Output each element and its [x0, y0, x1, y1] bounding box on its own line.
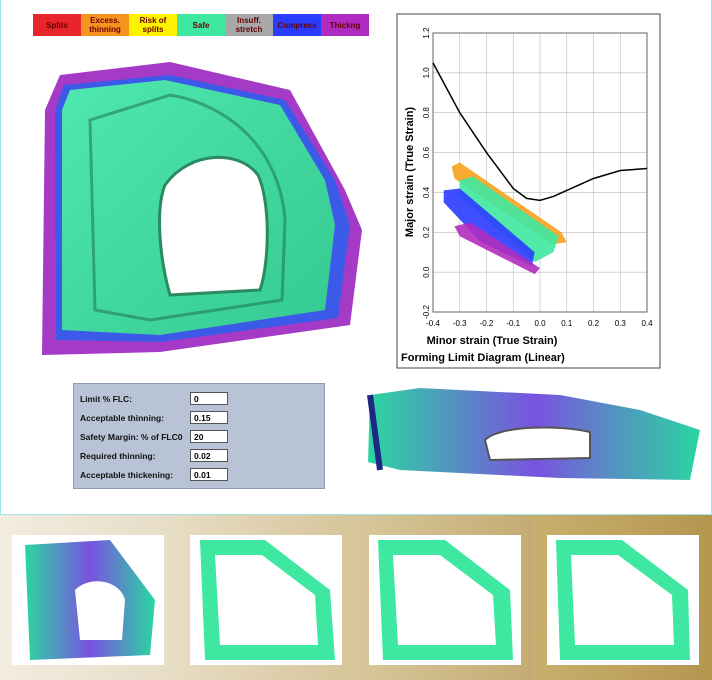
- x-axis-label: Minor strain (True Strain): [427, 335, 558, 347]
- legend: Splits Excess. thinning Risk of splits Safe…: [33, 14, 369, 36]
- x-tick-label: -0.1: [506, 319, 520, 328]
- plot-frame: [432, 32, 648, 313]
- y-tick-label: 1.2: [422, 27, 431, 39]
- side-part: [367, 388, 700, 480]
- y-tick-label: 0.0: [422, 266, 431, 278]
- legend-item: Splits: [33, 14, 81, 36]
- legend-item: Compress: [273, 14, 321, 36]
- strain-cloud: [459, 176, 559, 263]
- field-label: Limit % FLC:: [80, 394, 132, 404]
- y-tick-label: -0.2: [422, 305, 431, 319]
- x-tick-label: 0.0: [534, 319, 546, 328]
- chart-title: Forming Limit Diagram (Linear): [401, 352, 565, 364]
- field-label: Safety Margin: % of FLC0: [80, 432, 183, 442]
- strain-cloud: [443, 188, 535, 267]
- legend-item: Insuff. stretch: [225, 14, 273, 36]
- legend-item: Thickng: [321, 14, 369, 36]
- field-label: Required thinning:: [80, 451, 156, 461]
- x-tick-label: 0.4: [641, 319, 653, 328]
- flc-curve: [432, 62, 648, 202]
- legend-item: Safe: [177, 14, 225, 36]
- y-tick-label: 0.2: [422, 226, 431, 238]
- legend-item: Excess. thinning: [81, 14, 129, 36]
- x-tick-label: -0.4: [426, 319, 440, 328]
- x-tick-label: -0.3: [453, 319, 467, 328]
- main-part: [42, 62, 362, 355]
- field-input: 0.01: [190, 468, 228, 481]
- field-label: Acceptable thinning:: [80, 413, 165, 423]
- field-input: 0: [190, 392, 228, 405]
- y-axis-label: Major strain (True Strain): [404, 107, 416, 238]
- thumbnails: [0, 515, 712, 680]
- parameter-form: Limit % FLC: 0 Acceptable thinning: 0.15 Saf…: [73, 383, 325, 489]
- field-input: 20: [190, 430, 228, 443]
- x-tick-label: -0.2: [480, 319, 494, 328]
- x-tick-label: 0.1: [561, 319, 573, 328]
- legend-item: Risk of splits: [129, 14, 177, 36]
- y-tick-label: 0.4: [422, 186, 431, 198]
- y-tick-label: 0.8: [422, 107, 431, 119]
- field-label: Acceptable thickening:: [80, 470, 174, 480]
- x-tick-label: 0.3: [615, 319, 627, 328]
- field-input: 0.15: [190, 411, 228, 424]
- y-tick-label: 0.6: [422, 146, 431, 158]
- x-tick-label: 0.2: [588, 319, 600, 328]
- strain-cloud: [454, 222, 540, 275]
- y-tick-label: 1.0: [422, 67, 431, 79]
- field-input: 0.02: [190, 449, 228, 462]
